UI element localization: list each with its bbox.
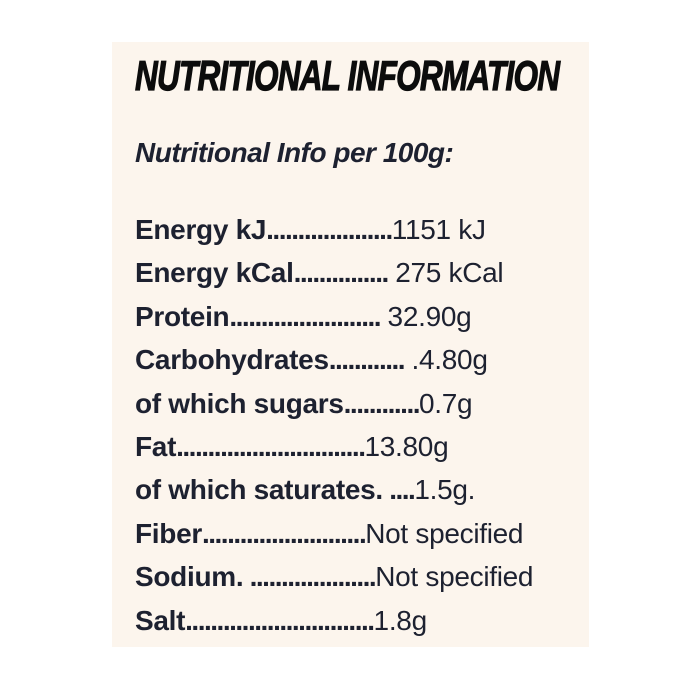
nutrient-label: Energy kCal <box>135 257 294 289</box>
nutrient-value: 13.80g <box>364 431 449 463</box>
nutrient-label: Sodium. <box>135 561 244 593</box>
nutrition-row-saturates: of which saturates. ....1.5g. <box>135 468 579 511</box>
nutrition-row-energy-kj: Energy kJ....................1151 kJ <box>135 208 579 251</box>
nutrition-row-salt: Salt..............................1.8g <box>135 599 579 642</box>
nutrient-label: Salt <box>135 604 186 636</box>
nutrition-row-sodium: Sodium. ....................Not specifie… <box>135 555 579 598</box>
nutrient-value: 1.8g <box>373 604 428 636</box>
nutrition-row-fat: Fat..............................13.80g <box>135 425 579 468</box>
nutrient-value: 0.7g <box>419 387 473 419</box>
nutrient-label: Protein <box>135 300 230 332</box>
nutrition-panel: NUTRITIONAL INFORMATION Nutritional Info… <box>112 42 589 647</box>
dot-leader: ........................ <box>229 300 381 332</box>
dot-leader: ............ <box>328 344 406 376</box>
nutrient-label: of which sugars <box>135 387 344 419</box>
panel-title: NUTRITIONAL INFORMATION <box>135 51 561 99</box>
serving-subtitle: Nutritional Info per 100g: <box>135 137 454 168</box>
dot-leader: .................... <box>243 561 377 593</box>
nutrition-row-carbohydrates: Carbohydrates............ .4.80g <box>135 338 579 381</box>
dot-leader: .............................. <box>176 431 366 463</box>
dot-leader: .................... <box>266 214 393 245</box>
nutrient-value: 32.90g <box>380 300 472 332</box>
nutrient-label: Fat <box>135 431 177 463</box>
dot-leader: .............................. <box>185 604 375 636</box>
nutrient-label: Fiber <box>135 517 202 549</box>
dot-leader: ............ <box>343 387 421 419</box>
nutrition-row-fiber: Fiber..........................Not speci… <box>135 512 579 555</box>
nutrient-value: 275 kCal <box>387 257 504 289</box>
nutrition-rows: Energy kJ....................1151 kJ Ene… <box>135 208 579 642</box>
dot-leader: .... <box>382 474 416 506</box>
nutrient-value: Not specified <box>365 517 524 549</box>
nutrient-label: Energy kJ <box>135 214 267 245</box>
dot-leader: ............... <box>293 257 390 289</box>
nutrition-row-energy-kcal: Energy kCal............... 275 kCal <box>135 251 579 294</box>
nutrient-value: 1151 kJ <box>391 214 486 245</box>
nutrient-label: Carbohydrates <box>135 344 329 376</box>
nutrient-value: .4.80g <box>404 344 488 376</box>
nutrition-row-protein: Protein........................ 32.90g <box>135 295 579 338</box>
nutrient-label: of which saturates. <box>135 474 383 506</box>
nutrient-value: Not specified <box>375 561 534 593</box>
nutrient-value: 1.5g. <box>414 474 476 506</box>
nutrition-row-sugars: of which sugars............0.7g <box>135 382 579 425</box>
dot-leader: .......................... <box>201 517 367 549</box>
